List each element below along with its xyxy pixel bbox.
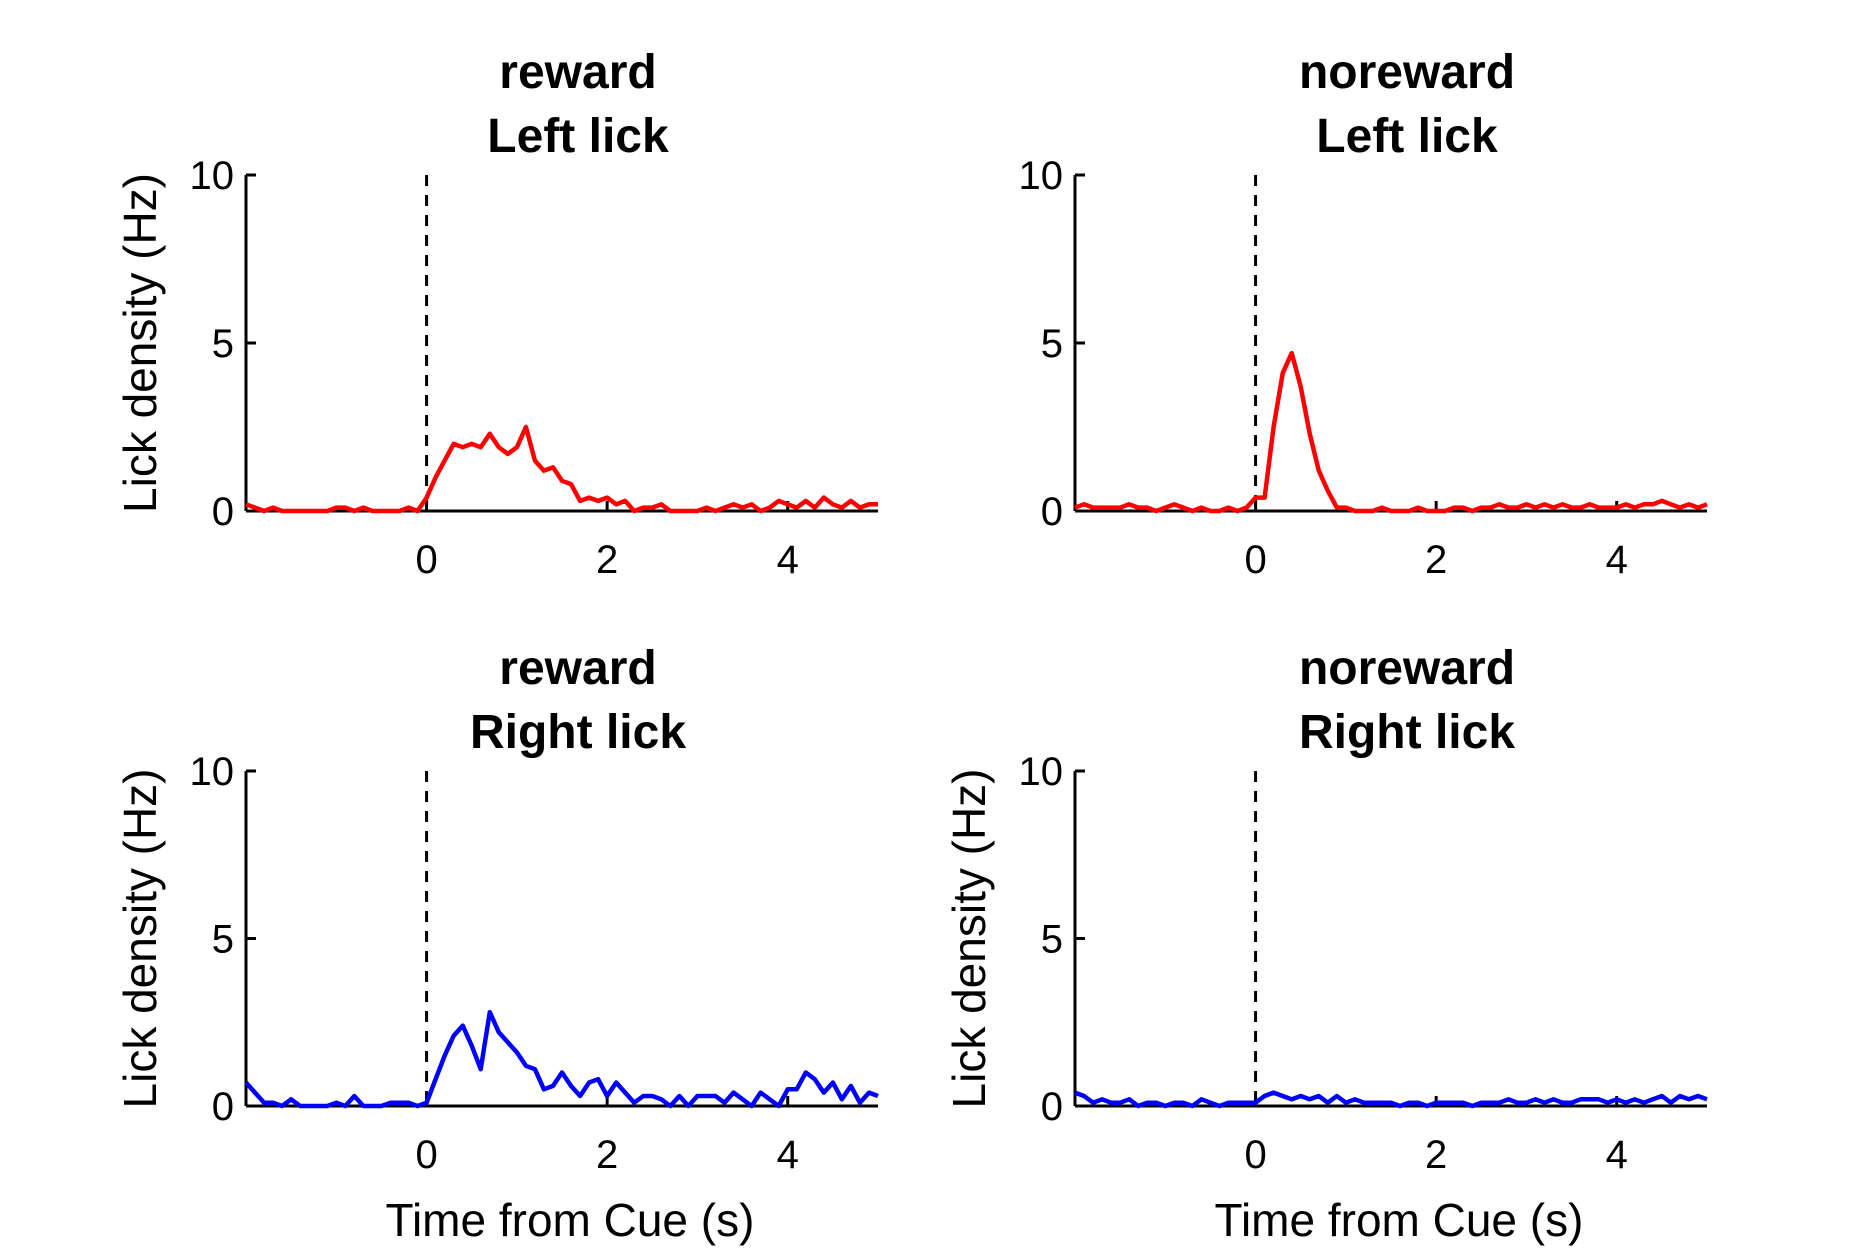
panel-title-line1: noreward [1299, 642, 1515, 695]
x-tick-label: 2 [596, 1133, 618, 1177]
y-tick-label: 10 [190, 750, 235, 794]
lick-density-series-line [1074, 350, 1708, 514]
panel-title-line2: Right lick [470, 706, 686, 759]
x-axis-label: Time from Cue (s) [1215, 1194, 1584, 1246]
y-tick-label: 0 [212, 1085, 234, 1129]
x-tick-label: 4 [777, 538, 799, 582]
panel-title-line2: Left lick [1316, 110, 1498, 163]
x-tick-label: 2 [1425, 538, 1447, 582]
y-axis-label: Lick density (Hz) [114, 769, 166, 1109]
panel-title-line2: Right lick [1299, 706, 1515, 759]
x-tick-label: 2 [596, 538, 618, 582]
x-tick-label: 4 [1606, 538, 1628, 582]
panel-title-line1: reward [499, 46, 656, 99]
x-axis-label: Time from Cue (s) [386, 1194, 755, 1246]
panel-title-line2: Left lick [487, 110, 669, 163]
x-tick-label: 0 [415, 538, 437, 582]
lick-density-series-line [244, 1009, 879, 1109]
panel-title-line1: reward [499, 642, 656, 695]
x-tick-label: 0 [415, 1133, 437, 1177]
x-tick-label: 4 [777, 1133, 799, 1177]
panel-title-line1: noreward [1299, 46, 1515, 99]
x-tick-label: 4 [1606, 1133, 1628, 1177]
x-tick-label: 0 [1244, 538, 1266, 582]
y-tick-label: 5 [1041, 918, 1063, 962]
panel-3: noreward Right lick 0 5 10 0 2 4 Lick density (H… [943, 642, 1708, 1246]
panel-0: reward Left lick 0 5 10 0 2 4 Lick density (Hz) [114, 46, 878, 582]
panel-2: reward Right lick 0 5 10 0 2 4 Lick density (Hz)… [114, 642, 879, 1246]
x-tick-label: 0 [1244, 1133, 1266, 1177]
y-tick-label: 5 [212, 918, 234, 962]
y-tick-label: 0 [1041, 1085, 1063, 1129]
lick-density-series-line [245, 424, 878, 514]
lick-density-series-line [1074, 1090, 1708, 1109]
y-axis-label: Lick density (Hz) [114, 173, 166, 513]
y-tick-label: 10 [190, 154, 235, 198]
panel-1: noreward Left lick 0 5 10 0 2 4 [1019, 46, 1708, 582]
y-tick-label: 10 [1019, 750, 1064, 794]
x-tick-label: 2 [1425, 1133, 1447, 1177]
y-tick-label: 10 [1019, 154, 1064, 198]
y-tick-label: 5 [1041, 322, 1063, 366]
y-tick-label: 0 [1041, 490, 1063, 534]
y-axis-label: Lick density (Hz) [943, 769, 995, 1109]
y-tick-label: 5 [212, 322, 234, 366]
y-tick-label: 0 [212, 490, 234, 534]
